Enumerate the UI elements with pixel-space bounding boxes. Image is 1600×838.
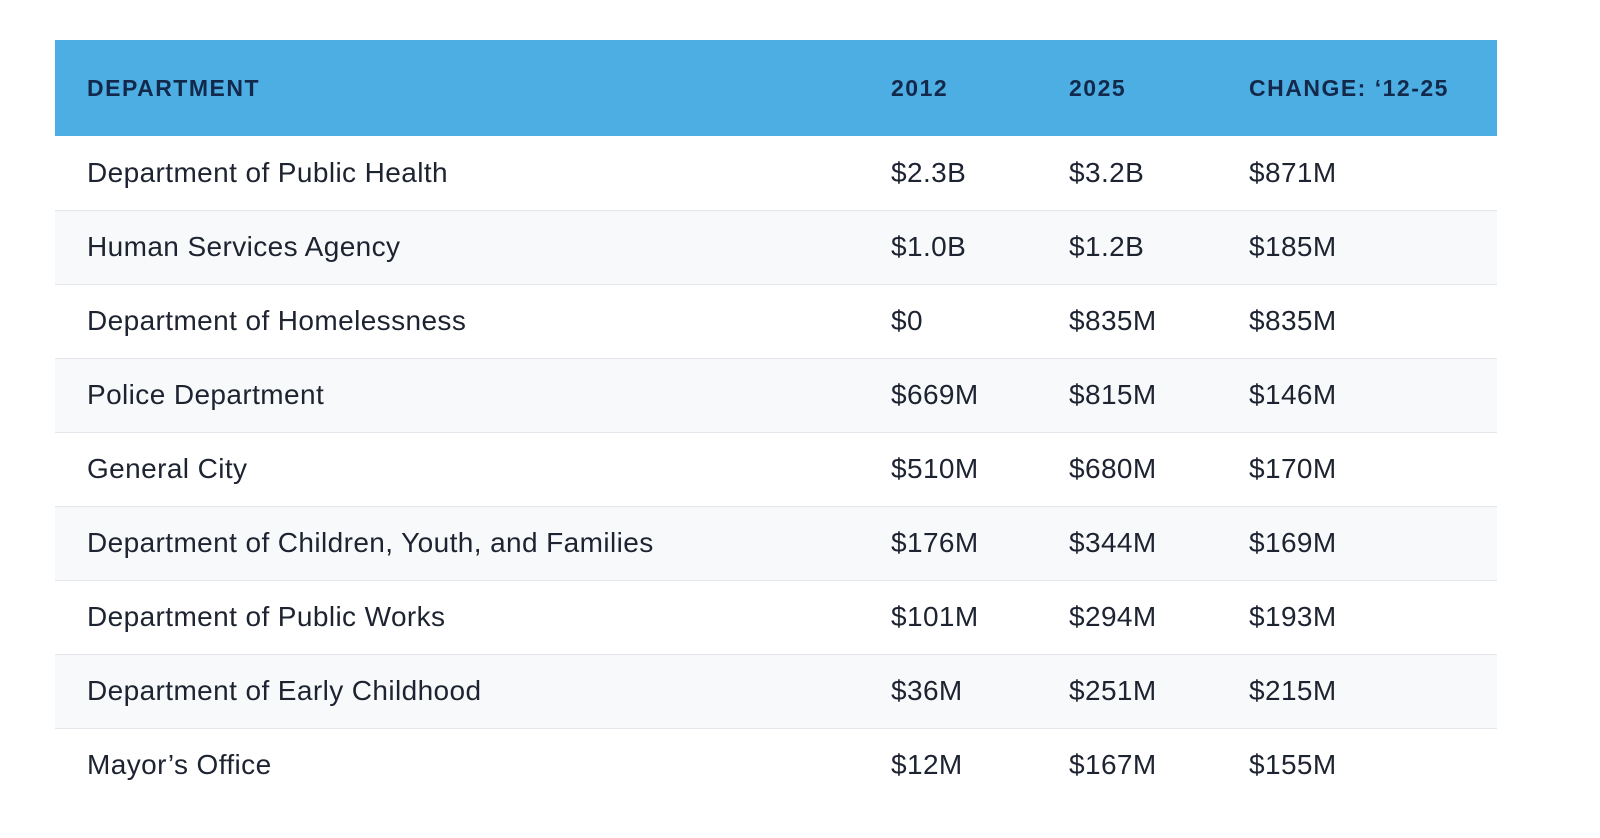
- cell-change: $185M: [1249, 231, 1337, 262]
- header-2012: 2012: [891, 74, 949, 101]
- header-2025: 2025: [1069, 74, 1127, 101]
- cell-2012: $0: [891, 305, 923, 336]
- cell-2025: $1.2B: [1069, 231, 1145, 262]
- cell-department: Police Department: [87, 379, 325, 410]
- cell-department: Department of Public Health: [87, 156, 448, 188]
- cell-2025: $815M: [1069, 379, 1157, 410]
- table-row: Mayor’s Office $12M $167M $155M: [55, 728, 1497, 802]
- header-department: DEPARTMENT: [87, 74, 261, 101]
- cell-change: $169M: [1249, 527, 1337, 558]
- cell-department: Mayor’s Office: [87, 749, 272, 781]
- table-header: DEPARTMENT 2012 2025 CHANGE: ‘12-25: [55, 40, 1497, 136]
- table-row: Department of Children, Youth, and Famil…: [55, 506, 1497, 580]
- cell-change: $146M: [1249, 379, 1337, 410]
- cell-2012: $176M: [891, 527, 979, 558]
- cell-change: $215M: [1249, 675, 1337, 706]
- cell-2025: $344M: [1069, 527, 1157, 558]
- cell-department: Human Services Agency: [87, 231, 401, 262]
- cell-department: Department of Early Childhood: [87, 675, 482, 706]
- table-body: Department of Public Health $2.3B $3.2B …: [55, 136, 1497, 802]
- cell-2025: $3.2B: [1069, 156, 1145, 188]
- cell-2025: $167M: [1069, 749, 1157, 781]
- cell-2025: $294M: [1069, 601, 1157, 632]
- table-row: Department of Homelessness $0 $835M $835…: [55, 284, 1497, 358]
- cell-2025: $251M: [1069, 675, 1157, 706]
- cell-department: Department of Children, Youth, and Famil…: [87, 527, 654, 558]
- budget-table: DEPARTMENT 2012 2025 CHANGE: ‘12-25 Depa…: [55, 40, 1497, 802]
- table-row: Department of Public Health $2.3B $3.2B …: [55, 136, 1497, 210]
- cell-2012: $101M: [891, 601, 979, 632]
- cell-department: General City: [87, 453, 248, 484]
- table-row: Department of Public Works $101M $294M $…: [55, 580, 1497, 654]
- cell-2012: $2.3B: [891, 156, 967, 188]
- cell-change: $835M: [1249, 305, 1337, 336]
- cell-2012: $1.0B: [891, 231, 967, 262]
- cell-department: Department of Public Works: [87, 601, 446, 632]
- cell-2025: $680M: [1069, 453, 1157, 484]
- header-change: CHANGE: ‘12-25: [1249, 74, 1449, 101]
- table-row: Department of Early Childhood $36M $251M…: [55, 654, 1497, 728]
- table-row: General City $510M $680M $170M: [55, 432, 1497, 506]
- cell-department: Department of Homelessness: [87, 305, 467, 336]
- cell-2012: $12M: [891, 749, 963, 781]
- cell-change: $155M: [1249, 749, 1337, 781]
- header-row: DEPARTMENT 2012 2025 CHANGE: ‘12-25: [55, 40, 1497, 136]
- cell-2025: $835M: [1069, 305, 1157, 336]
- table-row: Human Services Agency $1.0B $1.2B $185M: [55, 210, 1497, 284]
- cell-2012: $36M: [891, 675, 963, 706]
- cell-change: $193M: [1249, 601, 1337, 632]
- cell-change: $170M: [1249, 453, 1337, 484]
- cell-2012: $669M: [891, 379, 979, 410]
- cell-change: $871M: [1249, 156, 1337, 188]
- cell-2012: $510M: [891, 453, 979, 484]
- table-row: Police Department $669M $815M $146M: [55, 358, 1497, 432]
